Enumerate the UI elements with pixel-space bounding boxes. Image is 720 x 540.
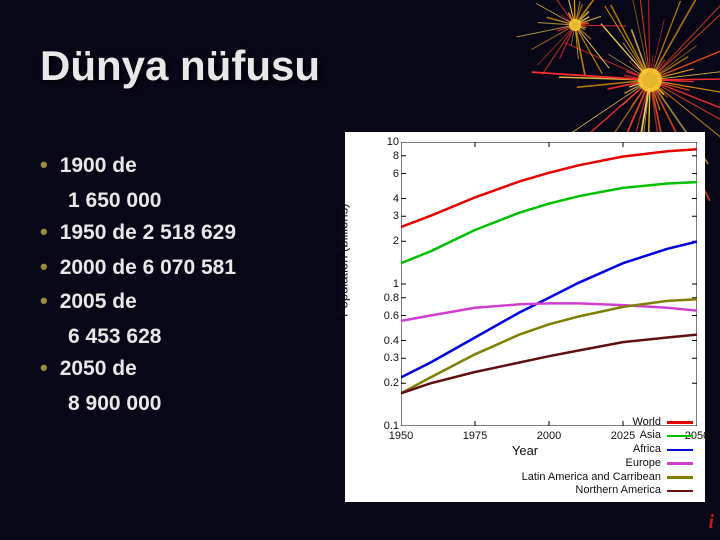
population-chart: Population (billions) 0.10.20.30.40.60.8…: [345, 132, 705, 502]
legend-swatch: [667, 476, 693, 479]
legend-swatch: [667, 435, 693, 438]
bullet-item: • 1900 de: [40, 150, 360, 183]
bullet-item: • 2050 de: [40, 353, 360, 386]
chart-xtick: 1975: [463, 430, 487, 442]
series-world: [401, 149, 697, 227]
bullet-item: • 2005 de: [40, 286, 360, 319]
legend-item: Latin America and Carribean: [522, 471, 693, 485]
chart-plot-area: [401, 142, 697, 426]
bullet-item: • 2000 de 6 070 581: [40, 252, 360, 285]
chart-ytick: 6: [367, 168, 399, 180]
bullet-dot-icon: •: [40, 286, 48, 317]
chart-ytick: 0.6: [367, 310, 399, 322]
legend-label: World: [632, 416, 661, 430]
legend-swatch: [667, 462, 693, 465]
bullet-sub: 1 650 000: [40, 185, 360, 218]
bullet-dot-icon: •: [40, 217, 48, 248]
chart-ylabel: Population (billions): [336, 204, 351, 317]
legend-item: Africa: [522, 443, 693, 457]
chart-ytick: 1: [367, 278, 399, 290]
legend-item: World: [522, 416, 693, 430]
bullet-head: 1900 de: [60, 150, 360, 183]
legend-swatch: [667, 490, 693, 493]
bullet-head: 1950 de 2 518 629: [60, 217, 360, 250]
series-northern-america: [401, 335, 697, 394]
legend-label: Northern America: [575, 484, 661, 498]
chart-ytick: 2: [367, 235, 399, 247]
legend-label: Asia: [640, 429, 661, 443]
legend-swatch: [667, 449, 693, 452]
legend-item: Europe: [522, 457, 693, 471]
chart-ytick: 0.3: [367, 352, 399, 364]
chart-ytick: 10: [367, 136, 399, 148]
series-europe: [401, 303, 697, 321]
chart-ytick: 3: [367, 210, 399, 222]
chart-ytick: 0.2: [367, 377, 399, 389]
bullet-head: 2005 de: [60, 286, 360, 319]
chart-ytick: 0.8: [367, 292, 399, 304]
chart-legend: WorldAsiaAfricaEuropeLatin America and C…: [522, 416, 693, 499]
legend-item: Northern America: [522, 484, 693, 498]
corner-mark: i: [708, 511, 714, 534]
chart-ytick: 0.4: [367, 335, 399, 347]
bullet-list: •1900 de1 650 000•1950 de 2 518 629•2000…: [40, 150, 360, 420]
bullet-dot-icon: •: [40, 353, 48, 384]
legend-label: Latin America and Carribean: [522, 471, 661, 485]
legend-item: Asia: [522, 429, 693, 443]
bullet-dot-icon: •: [40, 150, 48, 181]
legend-label: Europe: [626, 457, 661, 471]
legend-swatch: [667, 421, 693, 424]
legend-label: Africa: [633, 443, 661, 457]
chart-ytick: 4: [367, 193, 399, 205]
bullet-item: • 1950 de 2 518 629: [40, 217, 360, 250]
chart-ytick: 8: [367, 150, 399, 162]
series-asia: [401, 182, 697, 263]
bullet-sub: 8 900 000: [40, 388, 360, 421]
bullet-head: 2000 de 6 070 581: [60, 252, 360, 285]
chart-xtick: 1950: [389, 430, 413, 442]
bullet-sub: 6 453 628: [40, 321, 360, 354]
page-title: Dünya nüfusu: [40, 42, 320, 90]
bullet-dot-icon: •: [40, 252, 48, 283]
bullet-head: 2050 de: [60, 353, 360, 386]
